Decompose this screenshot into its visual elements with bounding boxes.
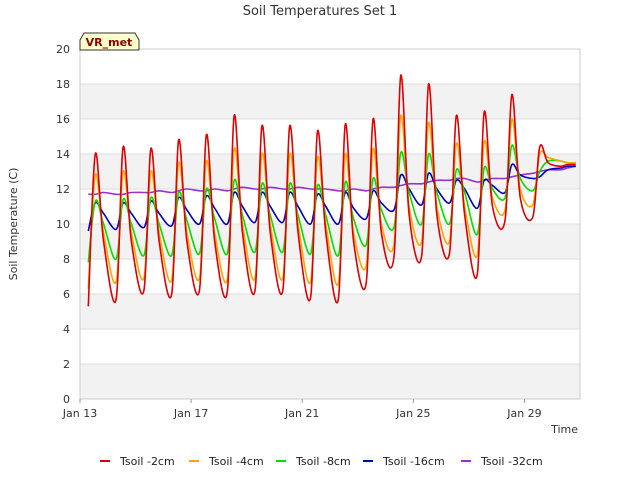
chart-title: Soil Temperatures Set 1 bbox=[243, 4, 398, 19]
y-tick-label: 10 bbox=[56, 218, 70, 231]
x-axis-ticks: Jan 13 Jan 17 Jan 21 Jan 25 Jan 29 bbox=[62, 399, 542, 420]
x-tick-label: Jan 13 bbox=[62, 407, 97, 420]
legend: Tsoil -2cm Tsoil -4cm Tsoil -8cm Tsoil -16c… bbox=[100, 455, 543, 468]
y-tick-label: 6 bbox=[63, 288, 70, 301]
background-band bbox=[80, 119, 580, 154]
series-line-tsoil-8cm bbox=[87, 144, 576, 263]
y-axis-ticks: 0 2 4 6 8 10 12 14 16 18 20 bbox=[56, 43, 70, 406]
background-band bbox=[80, 364, 580, 399]
y-tick-label: 8 bbox=[63, 253, 70, 266]
legend-label: Tsoil -32cm bbox=[480, 455, 543, 468]
y-tick-label: 20 bbox=[56, 43, 70, 56]
series-lines bbox=[87, 74, 576, 307]
y-tick-label: 2 bbox=[63, 358, 70, 371]
y-tick-label: 16 bbox=[56, 113, 70, 126]
x-tick-label: Jan 25 bbox=[395, 407, 430, 420]
y-tick-label: 12 bbox=[56, 183, 70, 196]
x-tick-label: Jan 17 bbox=[173, 407, 208, 420]
y-tick-label: 14 bbox=[56, 148, 70, 161]
y-tick-label: 0 bbox=[63, 393, 70, 406]
legend-label: Tsoil -2cm bbox=[119, 455, 175, 468]
y-tick-label: 18 bbox=[56, 78, 70, 91]
station-tag: VR_met bbox=[79, 32, 140, 51]
legend-label: Tsoil -8cm bbox=[295, 455, 351, 468]
legend-label: Tsoil -16cm bbox=[382, 455, 445, 468]
x-axis-label: Time bbox=[550, 423, 578, 436]
background-band bbox=[80, 154, 580, 189]
background-band bbox=[80, 49, 580, 84]
y-tick-label: 4 bbox=[63, 323, 70, 336]
legend-label: Tsoil -4cm bbox=[208, 455, 264, 468]
x-tick-label: Jan 29 bbox=[506, 407, 541, 420]
y-axis-label: Soil Temperature (C) bbox=[7, 168, 20, 281]
station-tag-label: VR_met bbox=[86, 36, 133, 49]
x-tick-label: Jan 21 bbox=[284, 407, 319, 420]
series-line-tsoil-2cm bbox=[87, 74, 576, 307]
series-line-tsoil-32cm bbox=[88, 165, 576, 196]
station-tag-box bbox=[79, 32, 140, 51]
background-band bbox=[80, 294, 580, 329]
plot-frame bbox=[79, 48, 581, 400]
background-band bbox=[80, 329, 580, 364]
series-line-tsoil-16cm bbox=[87, 163, 576, 232]
background-band bbox=[80, 84, 580, 119]
